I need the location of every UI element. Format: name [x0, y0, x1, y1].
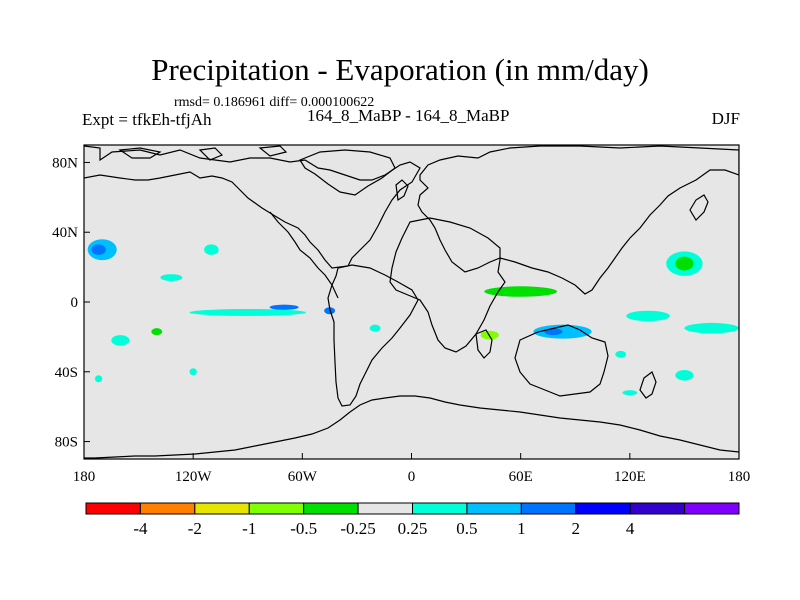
anomaly-patch-29 — [94, 375, 103, 383]
colorbar-box — [412, 502, 468, 515]
map-area — [83, 144, 740, 460]
anomaly-patch-2 — [138, 242, 157, 264]
anomaly-patch-30 — [726, 277, 734, 285]
coastline-japan — [689, 194, 709, 221]
coastline-antarctica-west — [84, 411, 351, 459]
colorbar-box — [520, 502, 577, 515]
experiment-label: Expt = tfkEh-tfjAh — [82, 110, 212, 129]
anomaly-patches — [87, 239, 739, 396]
colorbar-box — [575, 502, 631, 515]
colorbar-label: 1 — [517, 519, 526, 538]
lon-tick-label: 120E — [614, 469, 646, 485]
map-background — [84, 145, 739, 459]
coastline-new-zealand — [639, 371, 657, 399]
coastline-antarctica — [349, 395, 739, 453]
coastline-australia — [514, 324, 609, 397]
coastline-americas — [84, 145, 421, 269]
colorbar: -4 -2 -1 -0.5 -0.25 0.25 0.5 1 2 4 — [85, 502, 740, 538]
anomaly-patch-22 — [660, 336, 690, 351]
anomaly-patch-10 — [94, 352, 110, 364]
coastline-arctic-islands — [118, 145, 288, 161]
colorbar-box — [684, 502, 740, 515]
colorbar-box — [139, 502, 196, 515]
colorbar-box — [303, 502, 359, 515]
lon-tick-label: 180 — [73, 469, 96, 485]
lon-tick-label: 120W — [175, 469, 213, 485]
lat-tick-label: 40S — [55, 365, 78, 381]
anomaly-patch-3 — [160, 274, 183, 282]
anomaly-patch-17 — [544, 328, 563, 336]
colorbar-box — [629, 502, 686, 515]
colorbar-box — [194, 502, 250, 515]
colorbar-label: -2 — [188, 519, 202, 538]
anomaly-patch-9 — [111, 335, 130, 346]
colorbar-label: 0.5 — [456, 519, 477, 538]
anomaly-patch-20 — [626, 310, 670, 322]
coastline-africa — [389, 217, 506, 353]
coastline-greenland — [299, 149, 396, 196]
coastline-eurasia — [417, 145, 739, 295]
colorbar-label: 2 — [572, 519, 581, 538]
lon-tick-label: 60E — [509, 469, 533, 485]
anomaly-patch-23 — [675, 370, 694, 381]
anomaly-patch-8 — [269, 304, 299, 310]
lat-tick-label: 80S — [55, 435, 78, 451]
coastlines — [84, 145, 739, 459]
colorbar-box — [248, 502, 305, 515]
colorbar-box — [466, 502, 522, 515]
lat-tick-label: 0 — [71, 295, 79, 311]
rmsd-diff-stats: rmsd= 0.186961 diff= 0.000100622 — [174, 95, 375, 110]
anomaly-patch-21 — [684, 322, 739, 334]
anomaly-patch-6 — [151, 328, 163, 336]
colorbar-label: -0.5 — [290, 519, 317, 538]
anomaly-patch-24 — [589, 383, 598, 391]
colorbar-box — [357, 502, 414, 515]
plot-title: Precipitation - Evaporation (in mm/day) — [151, 52, 649, 87]
colorbar-label: -4 — [133, 519, 148, 538]
season-label: DJF — [711, 109, 740, 128]
colorbar-label: -0.25 — [340, 519, 375, 538]
colorbar-label: -1 — [242, 519, 256, 538]
coastline-british-isles — [395, 179, 409, 202]
colorbar-box — [85, 502, 141, 515]
lat-tick-label: 40N — [52, 225, 78, 241]
anomaly-patch-26 — [615, 350, 627, 358]
lon-tick-label: 0 — [408, 469, 416, 485]
anomaly-patch-7 — [189, 308, 306, 316]
anomaly-patch-28 — [369, 324, 381, 332]
anomaly-patch-25 — [622, 390, 638, 396]
coastline-madagascar — [475, 329, 493, 359]
colorbar-label: 4 — [626, 519, 635, 538]
longitude-ticks: 180 120W 60W 0 60E 120E 180 — [73, 453, 751, 485]
anomaly-patch-4 — [204, 244, 219, 255]
coastline-central-america — [269, 211, 339, 299]
lat-tick-label: 80N — [52, 155, 78, 171]
latitude-ticks: 80N 40N 0 40S 80S — [52, 155, 90, 451]
lon-tick-label: 60W — [288, 469, 318, 485]
coastline-south-america — [327, 264, 419, 407]
anomaly-patch-19 — [675, 256, 694, 271]
anomaly-patch-1 — [91, 244, 106, 255]
plot-subtitle: 164_8_MaBP - 164_8_MaBP — [307, 106, 510, 125]
anomaly-patch-13 — [484, 286, 558, 297]
colorbar-label: 0.25 — [398, 519, 428, 538]
lon-tick-label: 180 — [728, 469, 751, 485]
anomaly-patch-5 — [131, 322, 219, 334]
anomaly-patch-27 — [189, 368, 197, 376]
